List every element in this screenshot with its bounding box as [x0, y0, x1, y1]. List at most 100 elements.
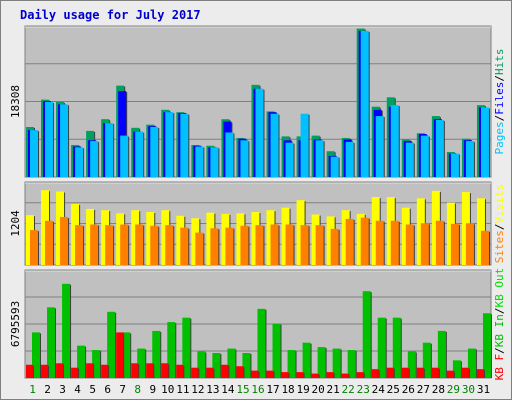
sites-bar: [375, 220, 384, 265]
kbout-bar: [437, 330, 446, 378]
kbf-bar: [371, 369, 379, 378]
kbout-bar: [182, 317, 191, 378]
x-tick-label: 1: [29, 383, 36, 396]
x-tick-label: 23: [357, 383, 370, 396]
x-tick-label: 29: [447, 383, 460, 396]
sites-bar: [180, 227, 189, 265]
kbout-bar: [122, 332, 131, 378]
pages-bar: [330, 156, 339, 177]
pages-bar: [90, 141, 99, 177]
pages-bar: [180, 113, 189, 177]
pages-bar: [435, 119, 444, 177]
pages-bar: [195, 146, 204, 177]
kbf-bar: [251, 370, 259, 378]
sites-bar: [315, 225, 324, 265]
kbf-bar: [416, 367, 424, 378]
pages-bar: [390, 105, 399, 177]
kbf-bar: [206, 367, 214, 378]
kbout-bar: [137, 348, 146, 378]
kbout-bar: [107, 311, 116, 378]
pages-bar: [165, 112, 174, 177]
x-tick-label: 11: [176, 383, 189, 396]
sites-bar: [135, 224, 144, 265]
y-max-label: 18308: [9, 85, 22, 118]
legend-separator: /: [493, 347, 506, 354]
bars-kbytes: [26, 283, 492, 378]
kbf-bar: [26, 364, 33, 378]
pages-bar: [315, 140, 324, 177]
kbf-bar: [236, 366, 244, 378]
legend-kbytes: KB F/KB In/KB Out: [493, 268, 506, 381]
x-tick-label: 21: [327, 383, 340, 396]
kbf-bar: [191, 367, 199, 378]
pages-bar: [480, 107, 489, 177]
kbout-bar: [92, 350, 101, 378]
kbout-bar: [392, 317, 401, 378]
kbout-bar: [47, 307, 56, 378]
pages-bar: [210, 147, 219, 177]
legend-label: Hits: [493, 49, 506, 76]
pages-bar: [450, 153, 459, 177]
kbf-bar: [56, 363, 64, 378]
kbf-bar: [431, 367, 439, 378]
x-tick-label: 4: [74, 383, 81, 396]
kbout-bar: [362, 291, 371, 378]
kbout-bar: [212, 352, 221, 378]
sites-bar: [210, 228, 219, 265]
x-tick-label: 31: [477, 383, 490, 396]
kbf-bar: [146, 363, 154, 378]
legend-hits-files-pages: Pages/Files/Hits: [493, 49, 506, 155]
kbf-bar: [266, 370, 274, 378]
pages-bar: [405, 142, 414, 177]
kbout-bar: [257, 308, 266, 378]
x-tick-label: 30: [462, 383, 475, 396]
x-tick-label: 22: [342, 383, 355, 396]
x-tick-label: 3: [59, 383, 66, 396]
kbf-bar: [341, 373, 349, 378]
pages-bar: [270, 113, 279, 177]
pages-bar: [345, 141, 354, 177]
sites-bar: [300, 225, 309, 265]
sites-bar: [150, 225, 159, 265]
legend-label: KB In: [493, 314, 506, 347]
pages-bar: [105, 123, 114, 177]
pages-bar: [75, 147, 84, 177]
kbout-bar: [32, 332, 40, 378]
x-tick-label: 9: [149, 383, 156, 396]
kbf-bar: [131, 363, 139, 378]
sites-bar: [465, 223, 474, 265]
x-tick-label: 28: [432, 383, 445, 396]
sites-bar: [120, 224, 129, 265]
x-tick-label: 25: [387, 383, 400, 396]
kbf-bar: [326, 372, 334, 378]
pages-bar: [135, 131, 144, 177]
legend-label: Pages: [493, 121, 506, 154]
kbout-bar: [197, 351, 206, 378]
kbout-bar: [77, 345, 86, 378]
sites-bar: [480, 230, 489, 265]
kbf-bar: [401, 367, 409, 378]
sites-bar: [225, 227, 234, 265]
kbout-bar: [227, 348, 236, 378]
kbout-bar: [62, 283, 71, 378]
sites-bar: [330, 228, 339, 265]
legend-visits-sites: Sites/Visits: [493, 184, 506, 264]
pages-bar: [60, 104, 69, 177]
kbf-bar: [176, 364, 184, 378]
sites-bar: [75, 225, 84, 265]
legend-separator: /: [493, 224, 506, 231]
x-tick-label: 24: [372, 383, 386, 396]
sites-bar: [450, 223, 459, 265]
sites-bar: [195, 232, 204, 265]
sites-bar: [435, 220, 444, 265]
legend-label: Files: [493, 82, 506, 115]
kbout-bar: [287, 350, 296, 378]
sites-bar: [90, 224, 99, 265]
kbout-bar: [332, 348, 341, 378]
pages-bar: [420, 135, 429, 177]
x-tick-label: 18: [281, 383, 294, 396]
x-tick-label: 5: [89, 383, 96, 396]
x-tick-label: 7: [119, 383, 126, 396]
kbout-bar: [407, 351, 416, 378]
